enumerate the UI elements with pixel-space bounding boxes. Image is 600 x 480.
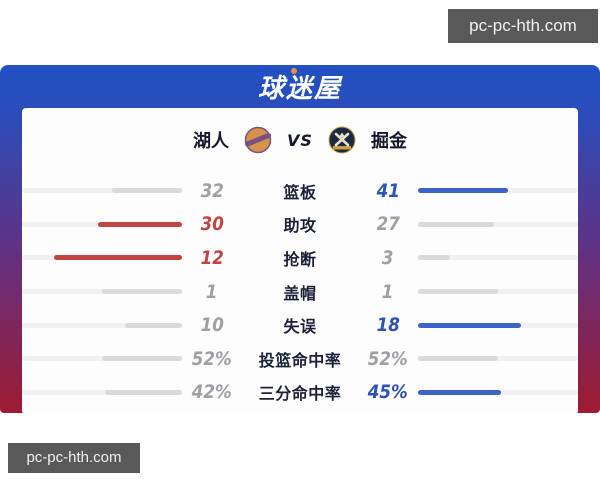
stat-label: 投篮命中率 (258, 350, 342, 370)
home-stat-bar (22, 188, 182, 194)
stats-widget: 球迷屋 湖人 VS (0, 65, 600, 413)
away-stat-bar-fill (418, 221, 494, 227)
home-stat-bar-fill (111, 188, 182, 194)
away-stat-value: 41 (376, 179, 400, 202)
away-stat-bar (418, 188, 578, 194)
home-stat-bar-fill (54, 255, 182, 261)
home-stat-bar-fill (104, 389, 182, 395)
logo-text: 球迷屋 (257, 74, 342, 104)
home-stat-bar-fill (124, 322, 182, 328)
away-stat-value: 27 (376, 213, 400, 236)
home-stat-value: 1 (206, 280, 218, 303)
away-stat-bar (418, 356, 578, 362)
stat-row: 42% 三分命中率 45% (22, 376, 578, 410)
away-stat-bar (418, 255, 578, 261)
home-stat-bar (22, 389, 182, 395)
nuggets-logo-icon (328, 126, 356, 154)
away-stat-value: 45% (367, 381, 409, 404)
stats-card: 湖人 VS 掘金 32 篮 (22, 108, 578, 413)
stat-label: 盖帽 (283, 283, 317, 303)
stat-label: 失误 (283, 317, 317, 337)
away-stat-bar-fill (418, 255, 450, 261)
home-stat-bar (22, 322, 182, 328)
stat-row: 32 篮板 41 (22, 174, 578, 208)
qiumiwu-logo: 球迷屋 (258, 68, 342, 105)
home-stat-bar-fill (102, 289, 182, 295)
away-stat-bar-fill (418, 356, 498, 362)
home-stat-bar (22, 289, 182, 295)
home-stat-value: 12 (200, 246, 224, 269)
home-stat-value: 32 (200, 179, 224, 202)
away-stat-value: 3 (382, 246, 394, 269)
stats-rows: 32 篮板 41 30 助攻 27 12 抢断 3 1 盖帽 1 10 失误 18 52% 投篮命中率 52% 42… (22, 164, 578, 409)
watermark-top: pc-pc-hth.com (448, 9, 598, 43)
away-stat-bar (418, 322, 578, 328)
banner: 球迷屋 (0, 65, 600, 108)
away-stat-bar-fill (418, 289, 498, 295)
away-stat-bar (418, 389, 578, 395)
stat-label: 助攻 (283, 216, 317, 236)
home-stat-bar (22, 255, 182, 261)
home-stat-value: 10 (200, 314, 224, 337)
away-stat-value: 52% (367, 347, 409, 370)
away-stat-bar (418, 289, 578, 295)
lakers-logo-icon (244, 126, 272, 154)
stat-row: 30 助攻 27 (22, 208, 578, 242)
home-stat-bar (22, 221, 182, 227)
away-stat-bar (418, 221, 578, 227)
home-stat-value: 30 (200, 213, 224, 236)
away-stat-bar-fill (418, 188, 508, 194)
home-stat-bar (22, 356, 182, 362)
watermark-bottom: pc-pc-hth.com (8, 443, 140, 473)
home-stat-bar-fill (102, 356, 182, 362)
away-stat-value: 18 (376, 314, 400, 337)
stat-row: 1 盖帽 1 (22, 275, 578, 309)
home-stat-value: 42% (191, 381, 233, 404)
stat-row: 12 抢断 3 (22, 241, 578, 275)
stat-row: 10 失误 18 (22, 308, 578, 342)
stat-row: 52% 投篮命中率 52% (22, 342, 578, 376)
away-stat-bar-fill (418, 389, 501, 395)
stat-label: 抢断 (283, 249, 317, 269)
vs-label: VS (287, 130, 313, 150)
home-stat-bar-fill (97, 221, 182, 227)
home-team-name: 湖人 (193, 131, 230, 152)
logo-dot-icon (290, 68, 297, 74)
home-stat-value: 52% (191, 347, 233, 370)
stat-label: 篮板 (283, 182, 317, 202)
away-stat-value: 1 (382, 280, 394, 303)
away-stat-bar-fill (418, 322, 521, 328)
match-header: 湖人 VS 掘金 (22, 108, 578, 164)
stat-label: 三分命中率 (258, 384, 342, 404)
away-team-name: 掘金 (370, 131, 407, 152)
